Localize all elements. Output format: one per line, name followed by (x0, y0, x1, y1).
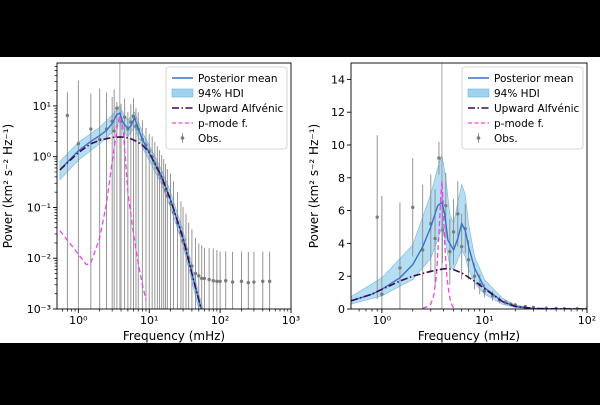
x-tick-label: 10⁰ (373, 314, 392, 327)
obs-point (112, 129, 116, 133)
hdi-band (59, 105, 204, 309)
x-tick-label: 10³ (282, 314, 300, 327)
obs-point (459, 244, 464, 249)
y-tick-label: 10 (331, 139, 345, 152)
obs-point (252, 280, 256, 284)
pmode-line (59, 112, 147, 301)
left-panel-loglog: 10⁰ 10¹ 10² 10³ 10⁻³ 10⁻² 10⁻¹ 10⁰ 10¹ Frequency … (1, 62, 300, 343)
legend-label: Obs. (198, 133, 222, 145)
obs-point (218, 279, 222, 284)
y-tick-label: 6 (338, 205, 345, 218)
y-tick-label: 10⁻² (27, 252, 51, 265)
x-tick-label: 10² (578, 314, 596, 327)
y-tick-label: 10⁻³ (27, 303, 51, 316)
pmode-line (422, 181, 455, 309)
obs-point (89, 127, 93, 131)
obs-point (448, 249, 452, 254)
obs-point (451, 230, 456, 234)
obs-point (200, 276, 204, 281)
legend: Posterior mean 94% HDI Upward Alfvénic p-mo… (165, 66, 288, 150)
legend-box (461, 66, 584, 150)
obs-point (207, 277, 211, 282)
obs-point (193, 271, 198, 276)
obs-point (267, 279, 272, 284)
obs-point (239, 279, 244, 284)
legend-label: 94% HDI (494, 88, 540, 100)
obs-point (380, 292, 384, 296)
legend-label: Posterior mean (198, 73, 278, 85)
plot-area (59, 63, 272, 309)
y-tick-label: 8 (338, 172, 345, 185)
x-tick-label: 10⁰ (69, 314, 88, 327)
legend-swatch-obs-point (180, 136, 185, 140)
legend-label: Upward Alfvénic (494, 103, 580, 115)
obs-point (224, 279, 228, 283)
obs-point (437, 156, 441, 160)
x-tick-label: 10² (211, 314, 229, 327)
obs-point (261, 279, 265, 284)
obs-point (246, 280, 251, 285)
obs-point (456, 212, 460, 216)
legend-swatch-hdi (467, 88, 490, 98)
obs-point (230, 280, 235, 284)
obs-point (65, 113, 70, 118)
obs-point (375, 215, 379, 219)
legend-label: Upward Alfvénic (198, 103, 284, 115)
x-axis-label: Frequency (mHz) (418, 329, 520, 343)
legend-label: p-mode f. (198, 118, 248, 130)
x-axis-label: Frequency (mHz) (123, 329, 225, 343)
obs-point (466, 258, 471, 262)
obs-point (482, 289, 487, 293)
obs-point (202, 276, 207, 281)
obs-point (76, 142, 81, 146)
obs-point (440, 228, 445, 232)
plot-frame (56, 62, 292, 310)
obs-point (433, 236, 437, 241)
alfvenic-line (59, 136, 203, 309)
y-axis-label: Power (km² s⁻² Hz⁻¹) (307, 124, 321, 248)
y-tick-label: 2 (338, 270, 345, 283)
obs-point (215, 279, 219, 284)
alfvenic-line (351, 268, 587, 309)
legend-label: Obs. (494, 133, 518, 145)
y-tick-label: 14 (331, 73, 345, 86)
x-tick-label: 10¹ (475, 314, 493, 327)
y-tick-label: 4 (338, 237, 345, 250)
right-panel-loglinear: 10⁰ 10¹ 10² 0 2 4 6 8 10 12 14 Frequency (mHz) Power… (307, 62, 596, 343)
y-tick-label: 10⁻¹ (27, 201, 51, 214)
obs-point (122, 115, 127, 119)
y-tick-label: 10⁰ (33, 151, 52, 164)
y-axis-label: Power (km² s⁻² Hz⁻¹) (1, 124, 15, 248)
legend-label: 94% HDI (198, 88, 244, 100)
legend: Posterior mean 94% HDI Upward Alfvénic p-mo… (461, 66, 584, 150)
y-tick-label: 10¹ (33, 100, 51, 113)
obs-point (411, 205, 415, 210)
obs-point (190, 264, 194, 268)
legend-label: p-mode f. (494, 118, 544, 130)
x-tick-label: 10¹ (140, 314, 158, 327)
obs-point (197, 274, 201, 278)
obs-point (444, 203, 448, 208)
legend-swatch-obs-point (476, 136, 481, 140)
y-tick-label: 0 (338, 303, 345, 316)
plot-frame (350, 62, 588, 310)
legend-swatch-hdi (171, 88, 194, 98)
obs-point (211, 279, 215, 283)
y-tick-label: 12 (331, 106, 345, 119)
obs-point (115, 106, 119, 110)
obs-point (398, 266, 402, 270)
legend-box (165, 66, 288, 150)
legend-label: Posterior mean (494, 73, 574, 85)
obs-point (472, 274, 477, 278)
